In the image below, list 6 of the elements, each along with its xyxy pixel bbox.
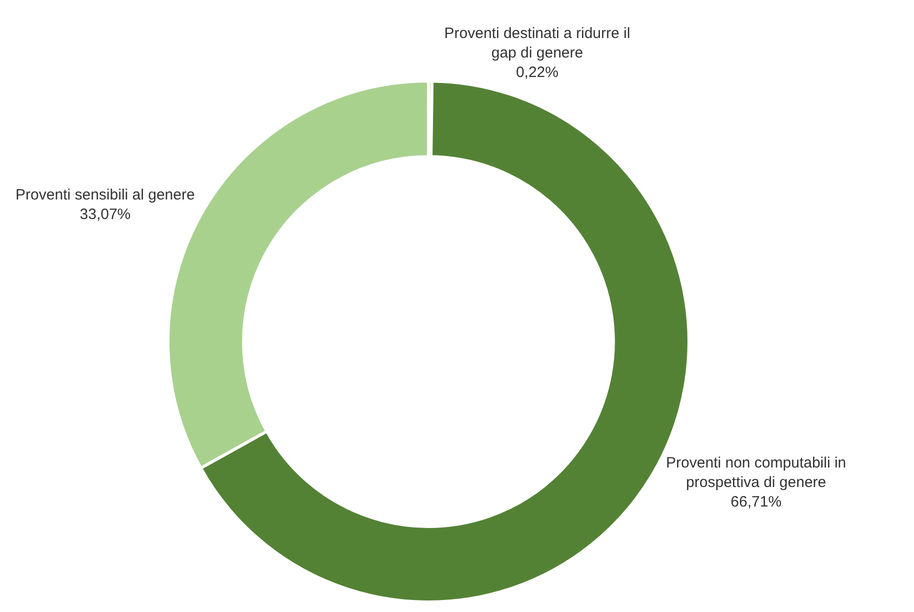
slice-label: Proventi non computabili in prospettiva di genere bbox=[666, 454, 846, 492]
data-label: 33,07% bbox=[80, 206, 131, 223]
data-label: 66,71% bbox=[730, 494, 782, 511]
slice-label: Proventi destinati a ridurre il gap di genere bbox=[444, 25, 630, 62]
slice-label: Proventi sensibili al genere bbox=[16, 186, 195, 204]
data-label: 0,22% bbox=[516, 64, 558, 82]
